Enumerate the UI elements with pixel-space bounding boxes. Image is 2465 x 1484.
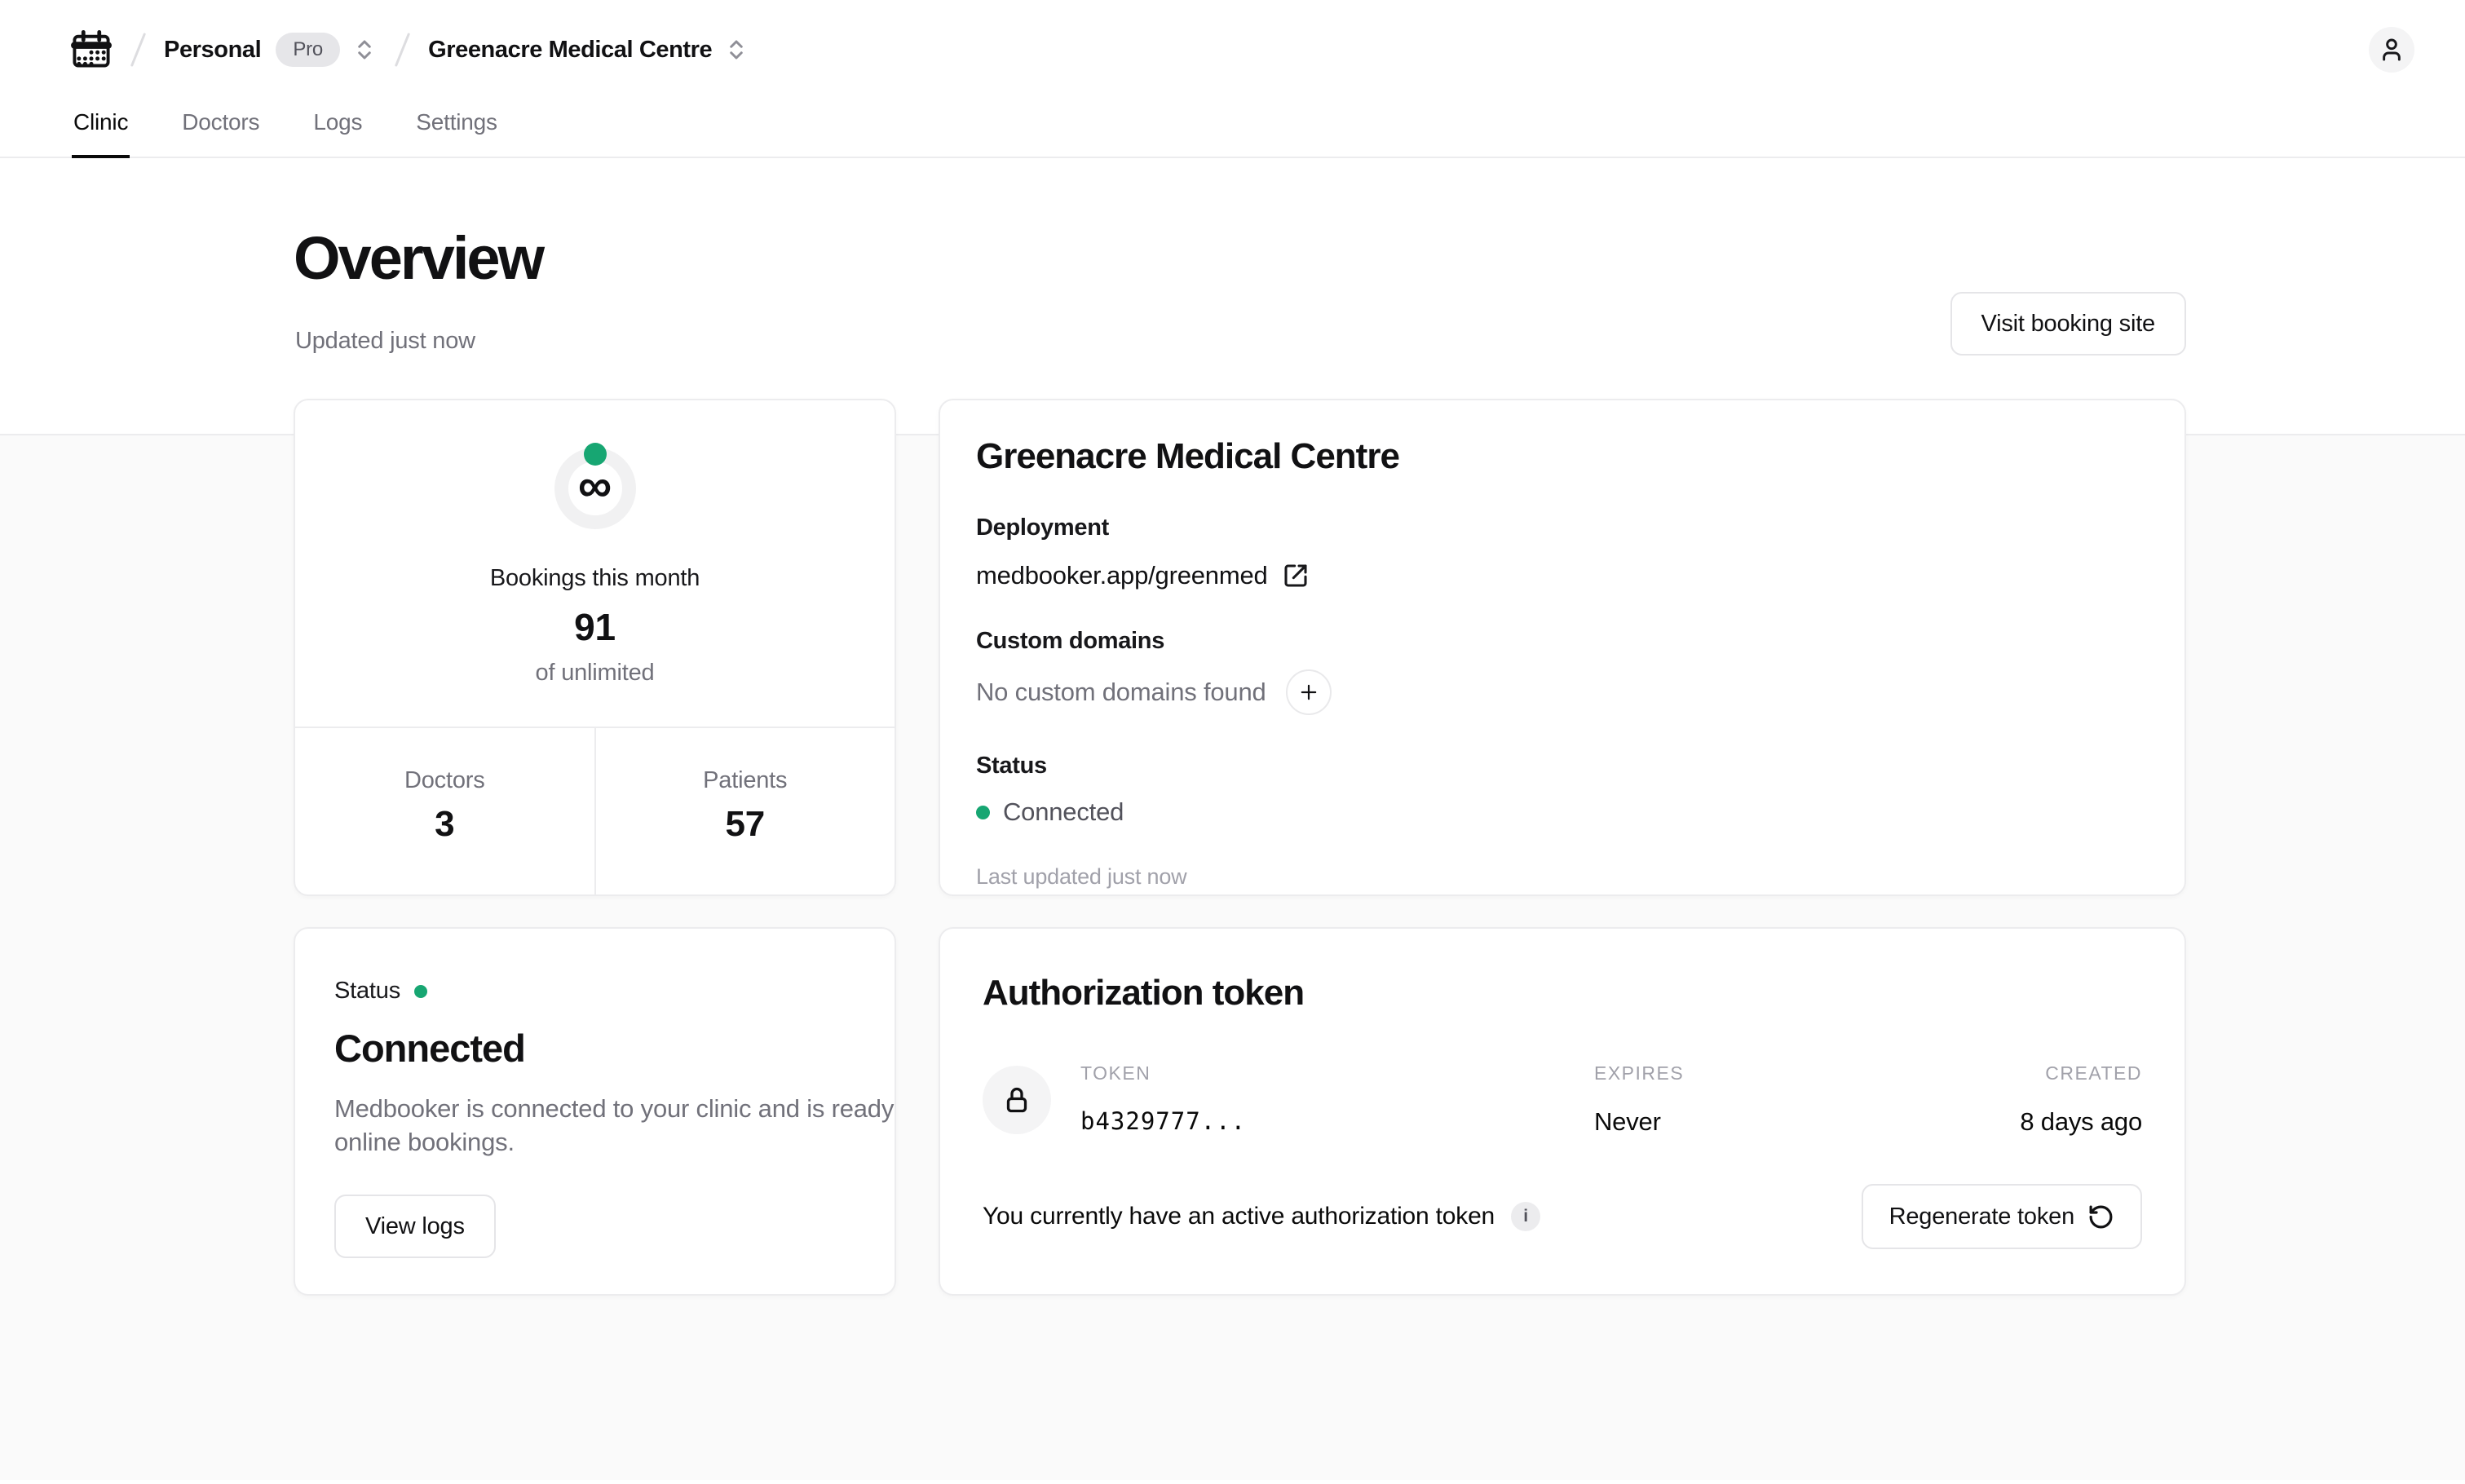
updated-timestamp: Updated just now	[295, 328, 475, 354]
status-dot-icon	[414, 984, 428, 998]
plan-badge: Pro	[276, 33, 341, 67]
tab-settings[interactable]: Settings	[416, 109, 497, 135]
gauge-progress-dot	[583, 443, 607, 466]
connection-status-description: Medbooker is connected to your clinic an…	[334, 1094, 895, 1157]
breadcrumb-separator	[130, 33, 147, 67]
created-column-header: CREATED	[2045, 1062, 2142, 1084]
tab-clinic[interactable]: Clinic	[72, 99, 130, 158]
bookings-stats-card: ∞ Bookings this month 91 of unlimited Do…	[294, 399, 896, 896]
metric-label: Patients	[703, 766, 788, 793]
plus-icon	[1301, 684, 1316, 700]
regenerate-token-label: Regenerate token	[1889, 1203, 2075, 1230]
connection-status-card: Status Connected Medbooker is connected …	[294, 927, 896, 1296]
bookings-limit: of unlimited	[535, 660, 655, 686]
user-icon	[2383, 38, 2401, 61]
project-info-card: Greenacre Medical Centre Deployment medb…	[939, 399, 2186, 896]
metric-value: 3	[435, 803, 455, 844]
bookings-gauge: ∞	[554, 443, 636, 529]
user-avatar-button[interactable]	[2369, 27, 2414, 73]
metric-doctors: Doctors 3	[295, 728, 596, 894]
tab-doctors[interactable]: Doctors	[182, 109, 260, 135]
deployment-label: Deployment	[976, 515, 1109, 541]
status-card-label: Status	[334, 978, 401, 1004]
deployment-url[interactable]: medbooker.app/greenmed	[976, 561, 1268, 590]
rotate-ccw-icon	[2089, 1205, 2113, 1228]
tab-bar: Clinic Doctors Logs Settings	[0, 99, 2465, 158]
team-name: Personal	[164, 36, 262, 63]
custom-domains-label: Custom domains	[976, 628, 1165, 654]
project-card-title: Greenacre Medical Centre	[976, 436, 1400, 476]
hero-section: Overview Updated just now Visit booking …	[0, 158, 2465, 434]
token-status-text: You currently have an active authorizati…	[983, 1203, 1495, 1230]
project-name: Greenacre Medical Centre	[428, 36, 713, 63]
expires-column-header: EXPIRES	[1594, 1062, 1685, 1084]
infinity-icon: ∞	[577, 459, 612, 512]
bookings-value: 91	[574, 606, 616, 648]
breadcrumb-separator	[394, 33, 411, 67]
chevrons-up-down-icon[interactable]	[352, 38, 377, 62]
token-column-header: TOKEN	[1080, 1062, 1151, 1084]
chevrons-up-down-icon[interactable]	[724, 38, 749, 62]
external-link-icon[interactable]	[1283, 563, 1309, 589]
visit-booking-site-button[interactable]: Visit booking site	[1950, 292, 2186, 356]
token-value[interactable]: b4329777...	[1080, 1107, 1247, 1135]
last-updated-text: Last updated just now	[976, 864, 1187, 889]
created-value: 8 days ago	[2020, 1107, 2142, 1136]
top-bar: Personal Pro Greenacre Medical Centre	[0, 0, 2465, 99]
status-value: Connected	[1003, 797, 1124, 826]
view-logs-button[interactable]: View logs	[334, 1195, 496, 1259]
add-domain-button[interactable]	[1285, 669, 1332, 715]
status-label: Status	[976, 753, 1047, 779]
metrics-row: Doctors 3 Patients 57	[295, 727, 895, 894]
status-dot-icon	[976, 805, 990, 819]
page-title: Overview	[294, 224, 545, 292]
calendar-logo-icon[interactable]	[70, 29, 113, 71]
connection-status-heading: Connected	[334, 1027, 526, 1070]
metric-label: Doctors	[404, 766, 485, 793]
custom-domains-empty-text: No custom domains found	[976, 678, 1266, 706]
lock-icon	[1006, 1087, 1027, 1113]
metric-value: 57	[725, 803, 766, 844]
breadcrumb-project[interactable]: Greenacre Medical Centre	[428, 37, 749, 64]
expires-value: Never	[1594, 1107, 1661, 1136]
regenerate-token-button[interactable]: Regenerate token	[1861, 1184, 2142, 1249]
authorization-token-card: Authorization token TOKEN b4329777... EX…	[939, 927, 2186, 1296]
token-card-title: Authorization token	[983, 973, 1305, 1013]
breadcrumb-team[interactable]: Personal Pro	[164, 33, 377, 67]
info-icon[interactable]: i	[1511, 1202, 1541, 1231]
bookings-label: Bookings this month	[489, 565, 700, 591]
lock-icon-badge	[983, 1066, 1051, 1134]
tab-logs[interactable]: Logs	[313, 109, 363, 135]
main-content: ∞ Bookings this month 91 of unlimited Do…	[0, 399, 2465, 1480]
metric-patients: Patients 57	[596, 728, 895, 894]
